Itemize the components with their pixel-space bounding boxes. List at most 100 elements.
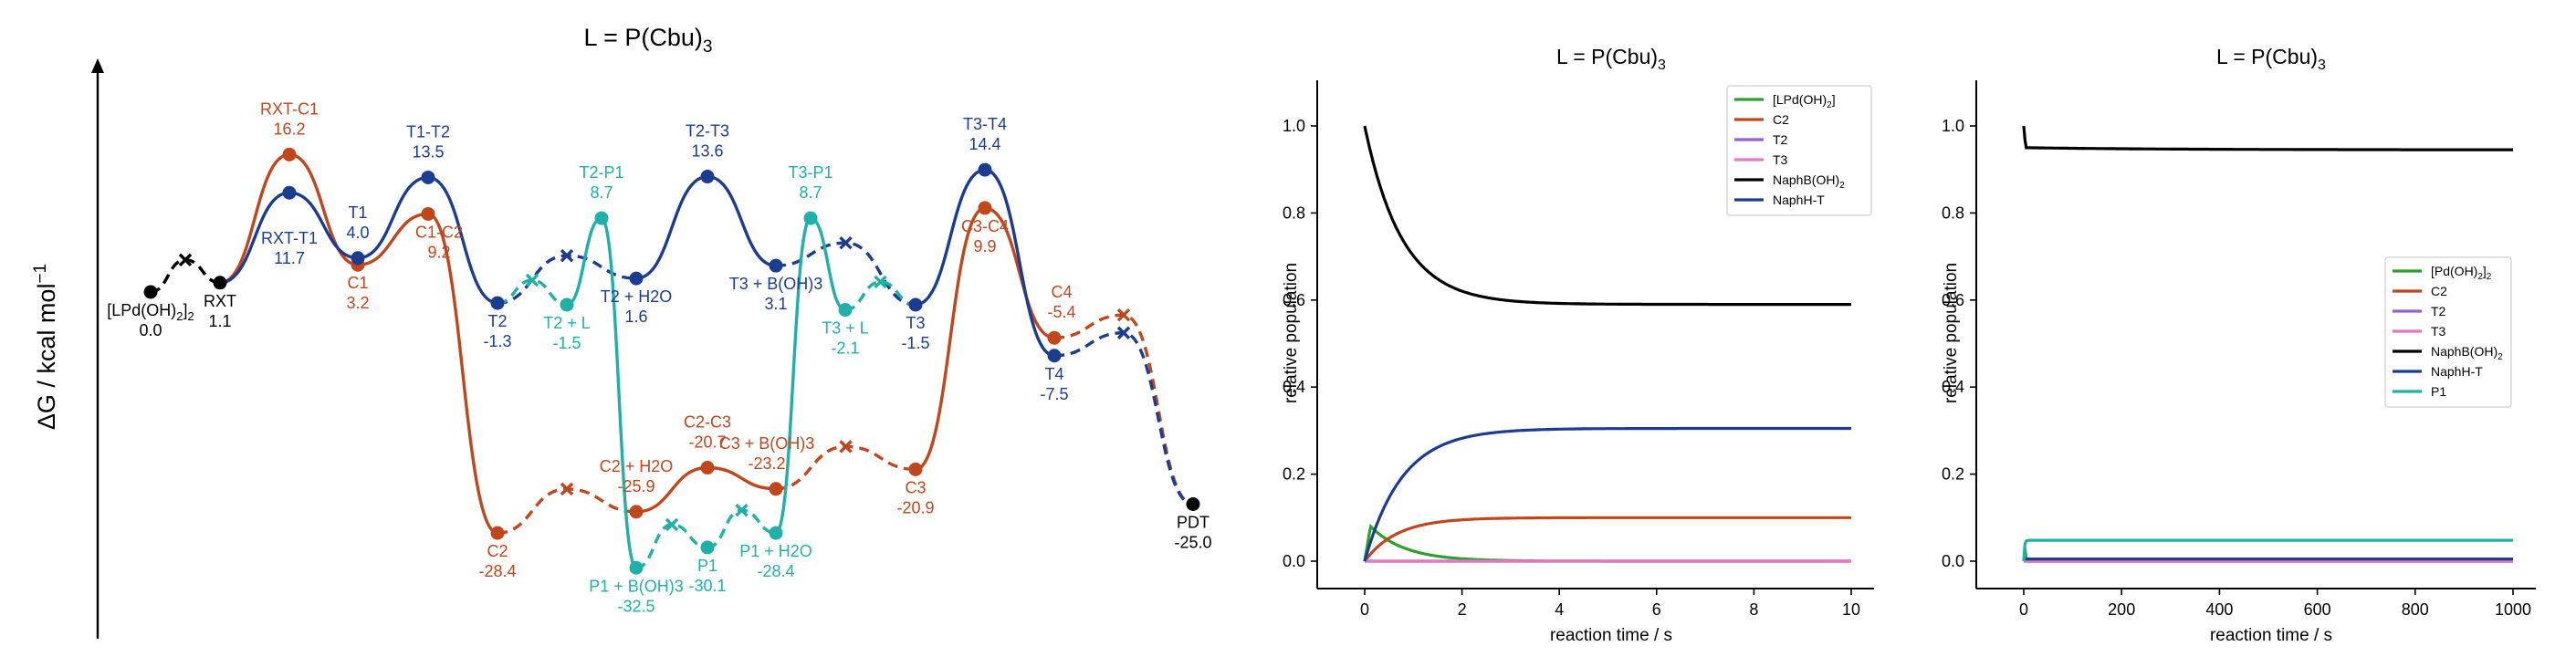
- x-tick-label: 4: [1555, 600, 1564, 619]
- path-orange-c2-h2o-intermediate-mark: [560, 482, 574, 496]
- path-teal-t2-l: [566, 216, 602, 307]
- state-value-t2: -1.3: [483, 332, 511, 350]
- state-name-c3-b-oh-3: C3 + B(OH)3: [719, 434, 815, 453]
- path-teal-p1-h2o: [774, 216, 812, 535]
- series-line-naphb-oh-2: [1363, 125, 1851, 307]
- path-teal-t2-p1: [600, 216, 638, 569]
- legend-label-naphb-oh-2: NaphB(OH)2: [1773, 172, 1845, 191]
- state-name-rxt-c1: RXT-C1: [260, 99, 319, 118]
- state-point-c3-c4: [978, 201, 992, 215]
- energy-states: [LPd(OH)2]20.0 RXT 1.1 RXT-C1 16.2 RXT-T1 11.7…: [107, 99, 1211, 615]
- x-tick-label: 10: [1842, 600, 1860, 619]
- path-orange-c4-pdt-intermediate-mark: [1116, 308, 1131, 322]
- path-teal-t3l: [844, 280, 916, 312]
- state-name-t3-l: T3 + L: [822, 319, 869, 338]
- state-point-t3-b-oh-3: [769, 258, 783, 273]
- state-point-c2-h2o: [629, 505, 644, 519]
- path-blue-t3: [915, 168, 986, 307]
- path-blue-t3boh3-intermediate-mark: [839, 235, 853, 250]
- state-point-t1-t2: [421, 170, 435, 184]
- state-name-t1: T1: [348, 203, 367, 222]
- state-value-c4: -5.4: [1047, 303, 1075, 321]
- state-point-c3: [908, 462, 923, 476]
- state-point-t2: [490, 296, 505, 310]
- state-value-t3-p1: 8.7: [799, 183, 822, 202]
- path-blue-t2-h2o: [635, 174, 708, 280]
- state-name-t2-h2o: T2 + H2O: [601, 287, 673, 306]
- state-point-t2-h2o: [629, 271, 644, 286]
- legend-label-c2: C2: [1773, 112, 1789, 127]
- legend-label-c2: C2: [2431, 284, 2447, 298]
- state-point-c2-c3: [700, 461, 715, 475]
- state-value-rxt-c1: 16.2: [273, 120, 305, 138]
- path-blue-t4-pdt: [1053, 331, 1194, 506]
- path-teal-p1-h2o-intermediate-mark: [735, 503, 749, 517]
- state-point-rxt-c1: [282, 147, 297, 162]
- state-value-p1: -30.1: [688, 577, 726, 595]
- y-tick-label: 0.8: [1283, 203, 1305, 222]
- state-point-c1-c2: [421, 206, 435, 221]
- panel3-xlabel: reaction time / s: [2210, 626, 2332, 645]
- state-name-p1: P1: [697, 557, 717, 575]
- path-teal-t3l-intermediate-mark: [874, 275, 887, 289]
- path-lpd-rxt-intermediate-mark: [178, 253, 193, 266]
- state-value-c2-c3: -20.7: [688, 433, 726, 452]
- state-name-t1-t2: T1-T2: [406, 122, 450, 141]
- state-name-rxt: RXT: [204, 292, 236, 310]
- state-point-pdt: [1186, 497, 1200, 511]
- y-tick-label: 0.2: [1942, 465, 1964, 484]
- legend-label-t2: T2: [1773, 132, 1788, 147]
- series-line-p1: [2022, 538, 2513, 562]
- path-orange-rxt-c1: [288, 152, 359, 266]
- energy-axis-label: ΔG / kcal mol−1: [31, 264, 60, 430]
- state-value-p1-b-oh-3: -32.5: [617, 597, 654, 615]
- state-point-t3-p1: [803, 211, 818, 225]
- path-orange-c1-c2: [427, 212, 498, 535]
- kinetics-panel-long: L = P(Cbu)3 reaction time / s relative p…: [1942, 45, 2536, 645]
- x-tick-label: 600: [2304, 600, 2331, 619]
- panel1-title: L = P(Cbu)3: [584, 24, 713, 57]
- state-value-t3-b-oh-3: 3.1: [764, 295, 787, 313]
- panel3-ylabel: relative population: [1942, 263, 1961, 403]
- energy-axis-arrowhead: [91, 58, 104, 73]
- path-blue-rxt-t1: [288, 191, 359, 260]
- path-teal-t2-l-intermediate-mark: [525, 273, 539, 287]
- path-orange-c2-h2o: [635, 465, 708, 514]
- x-tick-label: 8: [1749, 600, 1758, 619]
- state-name-t3-p1: T3-P1: [788, 163, 832, 182]
- state-point-rxt: [213, 276, 227, 290]
- series-line-lpd-oh-2: [1363, 523, 1851, 563]
- x-tick-label: 6: [1652, 600, 1661, 619]
- series-line-naphb-oh-2: [2022, 125, 2513, 151]
- path-blue-t2-t3: [707, 174, 777, 267]
- y-tick-label: 0.6: [1283, 291, 1305, 309]
- y-tick-label: 0.4: [1283, 378, 1305, 396]
- state-name-t2-t3: T2-T3: [686, 122, 729, 141]
- state-name-c2-c3: C2-C3: [684, 413, 731, 432]
- path-orange-c1: [357, 212, 429, 266]
- path-orange-c3boh3-intermediate-mark: [839, 440, 853, 454]
- state-name-lpd: [LPd(OH)2]2: [107, 301, 194, 323]
- state-value-pdt: -25.0: [1174, 534, 1211, 552]
- state-point-p1-h2o: [769, 526, 783, 540]
- state-value-t1-t2: 13.5: [412, 142, 444, 161]
- state-name-t4: T4: [1044, 365, 1063, 383]
- state-value-t2-h2o: 1.6: [624, 308, 647, 326]
- state-point-t2-t3: [700, 170, 715, 184]
- legend-label-naphb-oh-2: NaphB(OH)2: [2431, 344, 2503, 362]
- legend-label-p1: P1: [2431, 384, 2446, 399]
- legend-label-naphh-t: NaphH-T: [1773, 193, 1825, 207]
- state-point-rxt-t1: [282, 185, 297, 200]
- path-orange-c3boh3: [775, 444, 916, 491]
- panel2-xlabel: reaction time / s: [1550, 626, 1672, 645]
- y-tick-label: 1.0: [1942, 117, 1964, 135]
- state-name-c1-c2: C1-C2: [415, 223, 463, 241]
- state-value-c3-c4: 9.9: [973, 237, 996, 256]
- kinetics-panel-short: L = P(Cbu)3 reaction time / s relative p…: [1282, 45, 1874, 645]
- energy-paths: [150, 152, 1194, 569]
- state-point-t3-t4: [978, 162, 992, 177]
- path-blue-t1: [357, 175, 429, 260]
- state-value-t3-l: -2.1: [831, 339, 859, 358]
- path-lpd-rxt: [150, 258, 221, 294]
- path-orange-c4-pdt: [1053, 313, 1194, 506]
